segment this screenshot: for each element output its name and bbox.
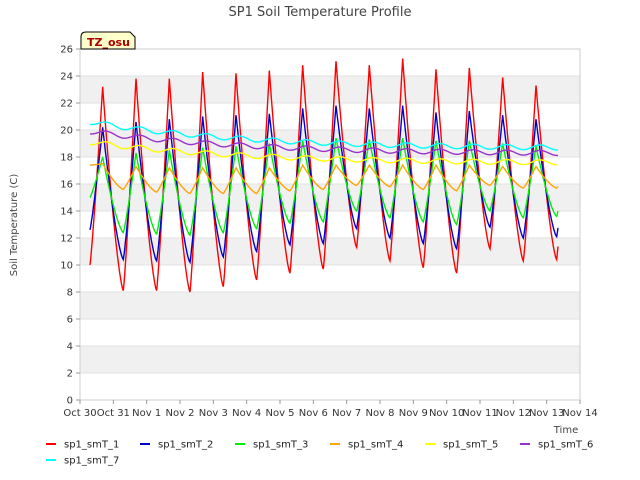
x-tick-label: Nov 1	[132, 408, 161, 419]
x-tick-label: Nov 11	[462, 408, 497, 419]
chart-title: SP1 Soil Temperature Profile	[229, 5, 412, 20]
legend-label: sp1_smT_5	[443, 440, 498, 451]
y-tick-label: 26	[60, 45, 73, 56]
x-tick-label: Nov 10	[429, 408, 464, 419]
legend-label: sp1_smT_1	[64, 440, 119, 451]
y-tick-label: 6	[67, 315, 73, 326]
series-line-sp1_smT_3	[89, 137, 559, 237]
x-tick-label: Nov 8	[365, 408, 394, 419]
series-line-sp1_smT_5	[89, 141, 558, 166]
grid-band	[80, 184, 580, 211]
y-tick-label: 18	[60, 153, 73, 164]
x-axis-label: Time	[553, 425, 578, 436]
legend: sp1_smT_1 sp1_smT_2 sp1_smT_3 sp1_smT_4 sp1_…	[46, 440, 593, 467]
x-tick-label: Nov 5	[265, 408, 294, 419]
x-tick-label: Nov 6	[299, 408, 328, 419]
x-tick-label: Oct 31	[97, 408, 130, 419]
x-tick-label: Nov 9	[399, 408, 428, 419]
plot-frame	[79, 48, 581, 401]
y-axis-label: Soil Temperature (C)	[9, 174, 20, 277]
x-tick-label: Nov 2	[165, 408, 194, 419]
grid-band	[80, 292, 580, 319]
x-tick-label: Nov 3	[199, 408, 228, 419]
series-line-sp1_smT_4	[90, 162, 559, 195]
y-tick-label: 22	[60, 99, 73, 110]
y-tick-label: 4	[67, 342, 73, 353]
tz-badge: TZ_osu	[80, 31, 136, 50]
y-tick-label: 12	[60, 234, 73, 245]
grid-band	[80, 76, 580, 103]
y-tick-label: 0	[67, 396, 73, 407]
y-tick-label: 14	[60, 207, 73, 218]
legend-label: sp1_smT_6	[538, 440, 593, 451]
x-axis: Oct 30 Oct 31 Nov 1 Nov 2 Nov 3 Nov 4 Nov 5 Nov…	[63, 400, 598, 419]
y-tick-label: 16	[60, 180, 73, 191]
y-tick-label: 2	[67, 369, 73, 380]
grid-band	[80, 346, 580, 373]
legend-label: sp1_smT_7	[64, 456, 119, 467]
x-tick-label: Nov 4	[232, 408, 261, 419]
x-tick-label: Oct 30	[63, 408, 96, 419]
tz-badge-label: TZ_osu	[87, 36, 130, 49]
y-tick-label: 20	[60, 126, 73, 137]
legend-label: sp1_smT_2	[158, 440, 213, 451]
x-tick-label: Nov 14	[562, 408, 597, 419]
x-tick-label: Nov 12	[496, 408, 531, 419]
y-tick-label: 8	[67, 288, 73, 299]
x-tick-label: Nov 13	[529, 408, 564, 419]
legend-label: sp1_smT_3	[253, 440, 308, 451]
legend-label: sp1_smT_4	[348, 440, 403, 451]
y-tick-label: 10	[60, 261, 73, 272]
x-tick-label: Nov 7	[332, 408, 361, 419]
grid-band	[80, 238, 580, 265]
series-line-sp1_smT_7	[89, 121, 559, 151]
y-tick-label: 24	[60, 72, 73, 83]
series-group	[89, 58, 559, 293]
series-line-sp1_smT_6	[89, 130, 559, 157]
